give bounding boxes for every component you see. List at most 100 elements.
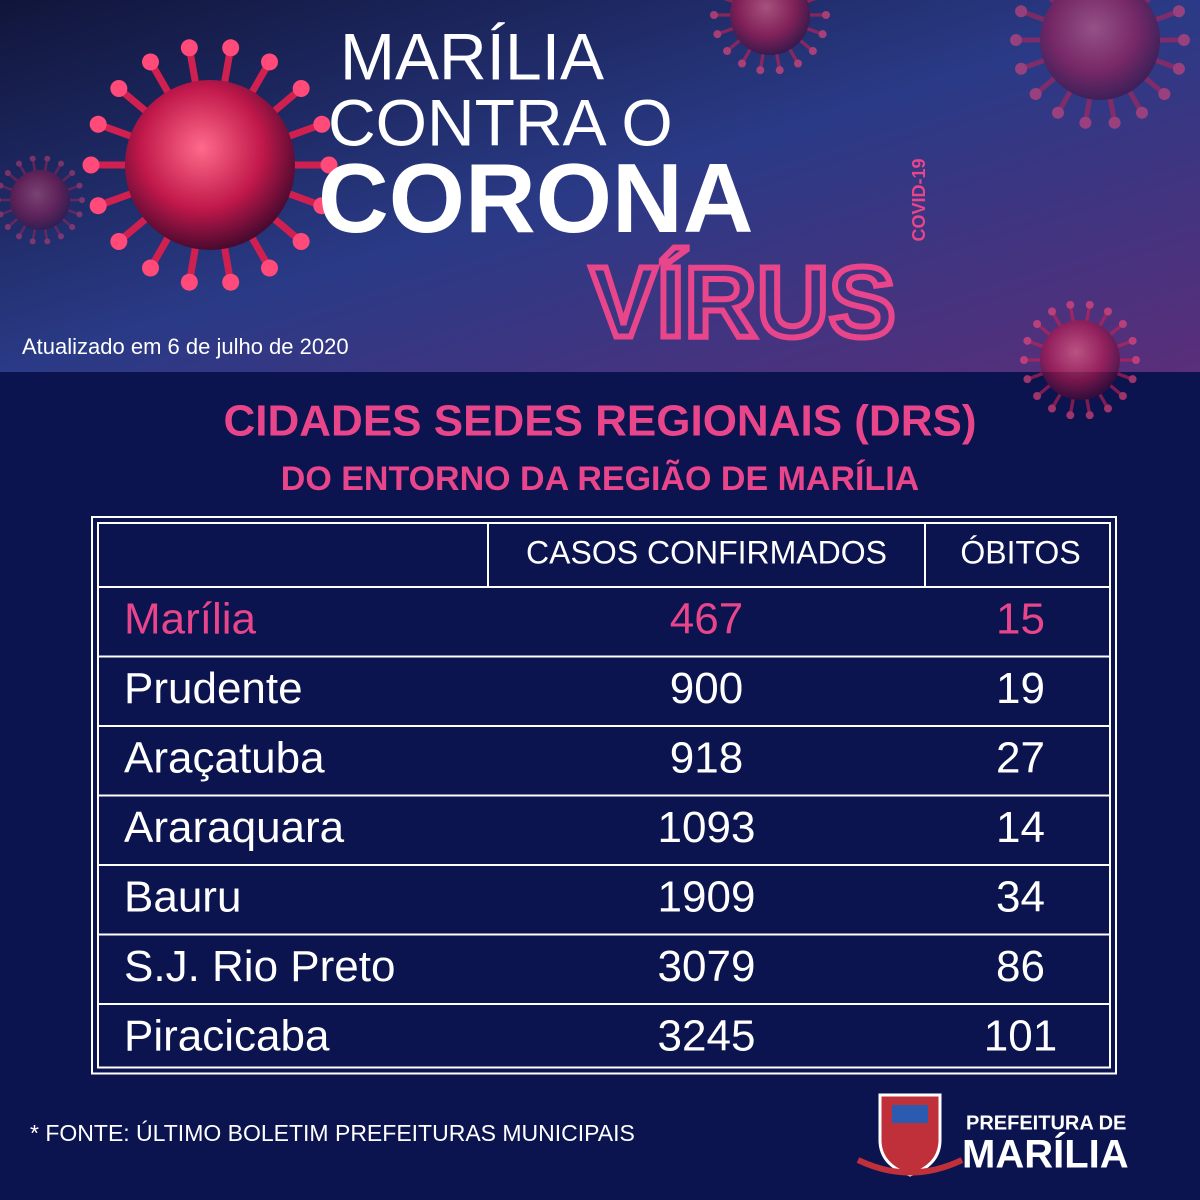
virus-knob <box>110 232 128 250</box>
virus-knob <box>1118 391 1127 400</box>
virus-knob <box>1015 5 1028 18</box>
virus-knob <box>822 11 830 19</box>
virus-knob <box>292 80 310 98</box>
virus-knob <box>69 170 76 177</box>
virus-knob <box>1158 87 1171 100</box>
virus-knob <box>0 197 1 203</box>
virus-knob <box>1128 375 1137 384</box>
virus-knob <box>69 223 76 230</box>
banner-line: CONTRA O <box>328 85 673 159</box>
virus-knob <box>1029 87 1042 100</box>
virus-knob <box>1079 116 1092 129</box>
virus-knob <box>110 80 128 98</box>
virus-knob <box>1136 106 1148 119</box>
cases: 467 <box>670 594 743 643</box>
virus-knob <box>1085 411 1094 420</box>
virus-knob <box>313 115 331 133</box>
virus-knob <box>1172 5 1185 18</box>
cases: 900 <box>670 664 743 713</box>
deaths: 86 <box>996 942 1045 991</box>
city-name: Marília <box>124 594 257 643</box>
deaths: 27 <box>996 733 1045 782</box>
virus-body <box>1040 0 1160 100</box>
virus-knob <box>1118 320 1127 329</box>
city-name: Araçatuba <box>124 733 325 782</box>
virus-knob <box>44 238 51 245</box>
logo-crest <box>856 1093 964 1177</box>
virus-knob <box>89 197 107 215</box>
virus-knob <box>29 155 36 162</box>
virus-knob <box>76 211 83 218</box>
virus-knob <box>4 223 11 230</box>
virus-knob <box>1033 391 1042 400</box>
logo-text: MARÍLIA <box>962 1132 1129 1177</box>
city-name: S.J. Rio Preto <box>124 942 395 991</box>
virus-body <box>1040 320 1120 400</box>
virus <box>1010 0 1190 129</box>
virus-knob <box>82 156 100 174</box>
virus-knob <box>1104 307 1112 316</box>
virus-knob <box>261 53 278 71</box>
virus-knob <box>818 30 827 39</box>
virus-knob <box>292 232 310 250</box>
virus-body <box>125 80 295 250</box>
subtitle: DO ENTORNO DA REGIÃO DE MARÍLIA <box>281 460 919 498</box>
virus-knob <box>1020 356 1028 364</box>
virus-knob <box>16 233 22 240</box>
virus-knob <box>58 233 64 240</box>
city-name: Piracicaba <box>124 1011 330 1060</box>
table: CASOS CONFIRMADOS ÓBITOS Marília 467 15 Prude… <box>91 516 1117 1075</box>
table-border <box>91 516 1117 1075</box>
virus-knob <box>1085 300 1094 309</box>
deaths: 15 <box>996 594 1045 643</box>
logo-text: PREFEITURA DE <box>966 1112 1126 1134</box>
deaths: 101 <box>984 1011 1057 1060</box>
virus-knob <box>808 46 817 55</box>
banner-line: MARÍLIA <box>340 19 604 93</box>
banner-line: VÍRUS <box>590 246 896 358</box>
virus-knob <box>756 66 765 75</box>
virus <box>1020 300 1140 420</box>
virus-knob <box>89 115 107 133</box>
virus-knob <box>1066 300 1075 309</box>
virus-knob <box>261 259 278 277</box>
virus-knob <box>1048 307 1056 316</box>
virus-knob <box>713 30 722 39</box>
virus-knob <box>710 11 718 19</box>
title: CIDADES SEDES REGIONAIS (DRS) <box>224 397 977 446</box>
virus-knob <box>1052 106 1064 119</box>
virus-knob <box>723 46 732 55</box>
virus-knob <box>1023 336 1032 345</box>
updated-date: Atualizado em 6 de julho de 2020 <box>22 334 349 359</box>
virus-knob <box>4 170 11 177</box>
virus-knob <box>58 160 64 167</box>
banner-line: CORONA <box>318 143 754 253</box>
virus-knob <box>775 66 784 75</box>
virus-knob <box>320 156 338 174</box>
virus-knob <box>1104 404 1112 413</box>
column-header: CASOS CONFIRMADOS <box>526 534 887 570</box>
virus-knob <box>180 39 198 57</box>
virus-knob <box>1132 356 1140 364</box>
virus-knob <box>794 59 802 68</box>
deaths: 14 <box>996 803 1045 852</box>
virus-knob <box>142 259 159 277</box>
virus-knob <box>1128 336 1137 345</box>
cases: 918 <box>670 733 743 782</box>
virus-knob <box>222 273 240 291</box>
source: * FONTE: ÚLTIMO BOLETIM PREFEITURAS MUNI… <box>30 1120 635 1146</box>
cases: 1909 <box>658 872 756 921</box>
virus-knob <box>79 197 85 203</box>
deaths: 19 <box>996 664 1045 713</box>
cases: 3079 <box>658 942 756 991</box>
virus-knob <box>180 273 198 291</box>
virus <box>82 39 338 291</box>
virus <box>0 155 85 245</box>
banner-tag: COVID-19 <box>909 158 929 241</box>
virus-knob <box>0 182 4 189</box>
column-header: ÓBITOS <box>960 534 1080 570</box>
virus-knob <box>1015 62 1028 75</box>
virus-knob <box>1023 375 1032 384</box>
virus-knob <box>1048 404 1056 413</box>
